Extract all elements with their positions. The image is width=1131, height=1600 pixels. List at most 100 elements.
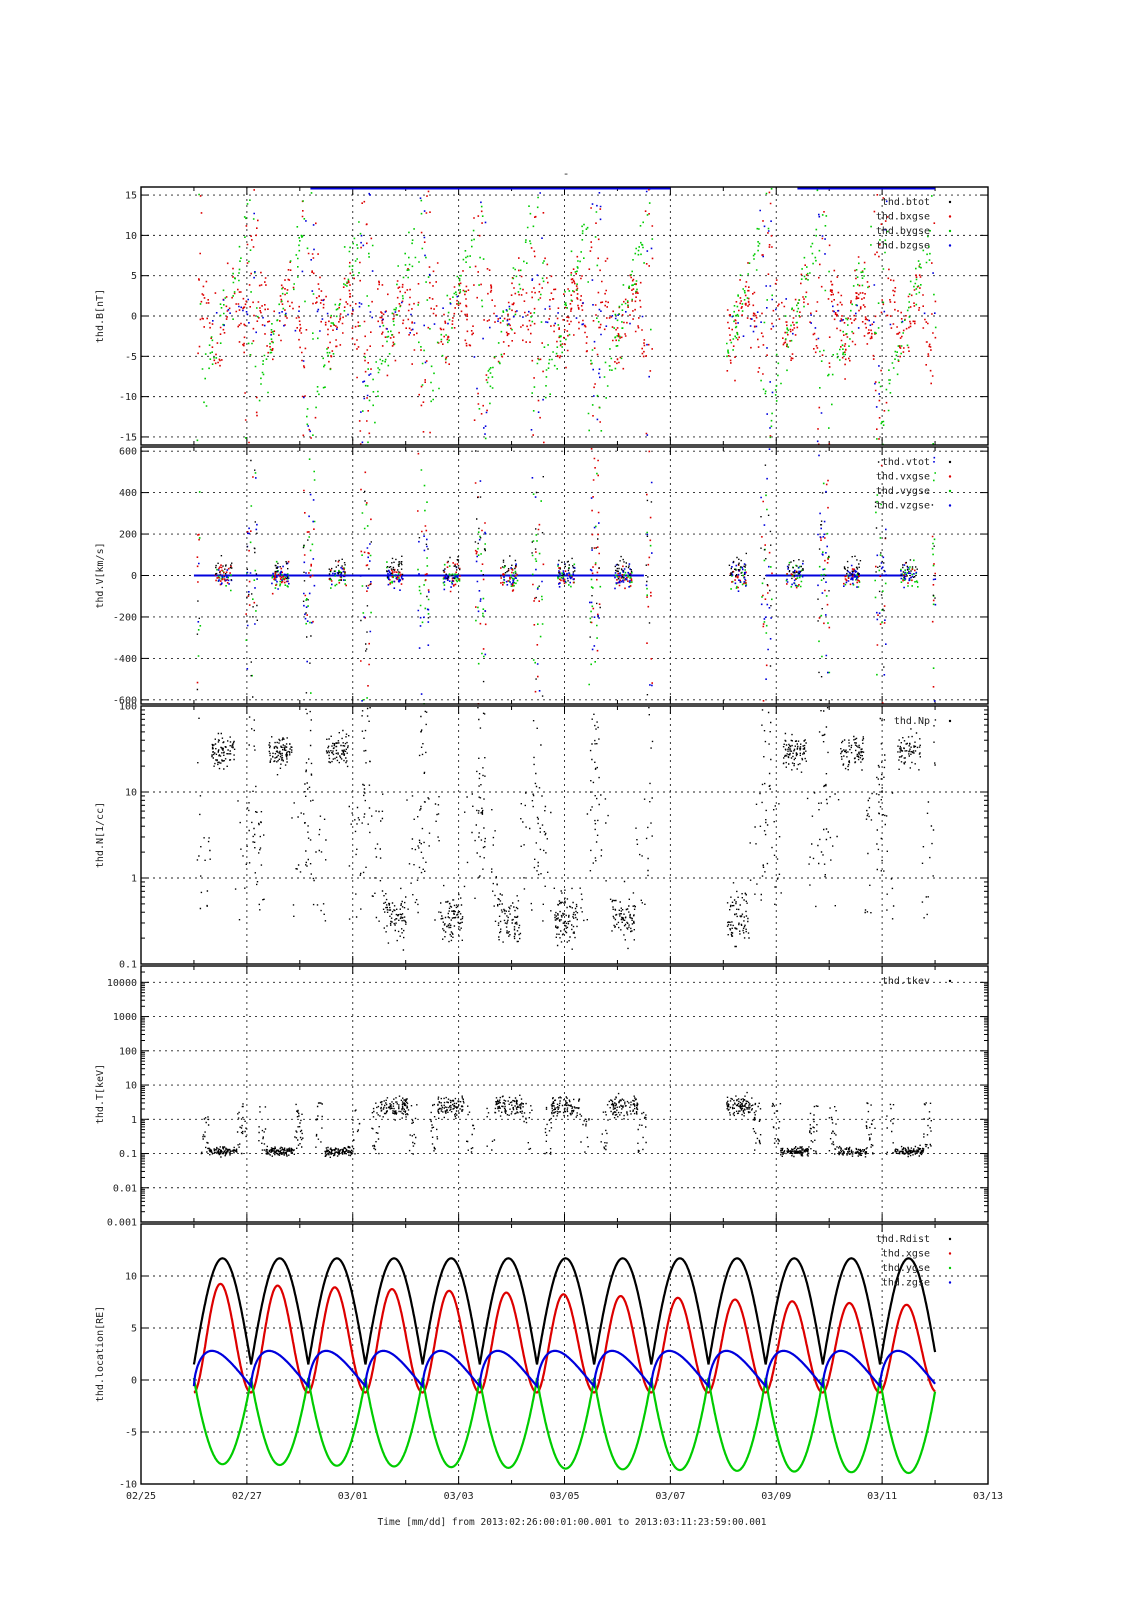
plot-frame [140,446,989,705]
x-tick-label: 02/25 [126,1491,156,1502]
y-tick-label: -400 [113,654,137,665]
figure-title-mark: - [563,167,570,180]
legend-label: thd.zgse [882,1278,930,1289]
legend-marker [948,215,952,218]
y-tick-label: 1 [131,874,137,885]
data-layer [196,707,937,951]
y-axis-label: thd.T[keV] [95,1064,106,1124]
data-layer [200,1091,932,1158]
series-line-xgse [193,1282,936,1394]
x-tick-label: 03/07 [655,1491,685,1502]
y-tick-label: 0.001 [107,1218,137,1229]
series-line-zgse [192,1349,936,1389]
panel-magnetic-field: -15 -10 -5 0 5 10 15 thd.B[nT] thd.btot thd.bxgse… [95,186,989,446]
data-layer [193,448,937,705]
legend-label: thd.xgse [882,1249,930,1260]
y-tick-label: 1000 [113,1012,137,1023]
legend-marker [948,504,952,507]
y-tick-label: 10 [125,1081,137,1092]
panel-density: 0.1 1 10 100 thd.N[1/cc] thd.Np [95,702,989,971]
legend-label: thd.btot [882,197,930,208]
legend-marker [948,244,952,247]
legend-label: thd.tkev [882,976,930,987]
y-tick-label: 0.1 [119,960,137,971]
y-tick-label: 0 [131,1376,137,1387]
x-tick-label: 03/01 [338,1491,368,1502]
legend-label: thd.bygse [876,226,930,237]
x-tick-label: 03/05 [549,1491,579,1502]
y-tick-label: 400 [119,488,137,499]
legend-label: thd.vxgse [876,472,930,483]
series-dots-vzgse [197,448,937,702]
y-tick-label: -15 [119,432,137,443]
plot-frame [140,965,989,1223]
series-dots-bxgse [197,188,937,446]
y-axis-label: thd.B[nT] [95,289,106,343]
y-axis-label: thd.N[1/cc] [95,802,106,868]
y-axis-label: thd.V[km/s] [95,542,106,608]
legend-label: thd.vygse [876,486,930,497]
y-tick-label: -600 [113,695,137,706]
legend-marker [948,979,952,983]
y-tick-label: -10 [119,392,137,403]
y-tick-label: 0.01 [113,1183,137,1194]
legend-label: thd.bxgse [876,212,930,223]
legend-label: thd.ygse [882,1263,930,1274]
plot-frame [140,186,989,446]
legend-label: thd.vtot [882,457,930,468]
legend-marker [948,1252,952,1255]
legend-marker [948,229,952,233]
legend-label: thd.Np [894,716,930,727]
series-dots-np [196,707,937,951]
legend-marker [948,1237,952,1241]
legend-marker [948,460,952,464]
x-axis: 02/25 02/27 03/01 03/03 03/05 03/07 03/09 03/11… [126,1491,1003,1502]
x-tick-label: 03/11 [867,1491,897,1502]
series-line-rdist [192,1257,937,1365]
y-tick-label: 1 [131,1115,137,1126]
x-tick-label: 03/09 [761,1491,791,1502]
panel-temperature: 0.001 0.01 0.1 1 10 100 1000 10000 thd.T[keV] thd… [95,965,989,1229]
plot-frame [140,705,989,965]
plot-frame [140,1223,989,1485]
legend-marker [948,475,952,478]
y-tick-label: -5 [125,352,137,363]
y-tick-label: 10 [125,788,137,799]
y-tick-label: -200 [113,612,137,623]
y-tick-label: 100 [119,702,137,713]
y-tick-label: 600 [119,447,137,458]
legend-marker [948,1281,952,1284]
y-tick-label: 5 [131,271,137,282]
series-line-ygse [192,1377,937,1475]
x-axis-label: Time [mm/dd] from 2013:02:26:00:01:00.00… [378,1517,767,1528]
y-tick-label: 200 [119,530,137,541]
legend-marker [948,1266,952,1270]
legend-marker [948,200,952,204]
legend-marker [948,719,952,723]
y-tick-label: 0.1 [119,1149,137,1160]
y-tick-label: -10 [119,1480,137,1491]
legend-marker [948,489,952,493]
y-axis-label: thd.location[RE] [95,1306,106,1402]
x-tick-label: 03/03 [444,1491,474,1502]
y-tick-label: 100 [119,1046,137,1057]
series-dots-tkev [200,1091,932,1158]
y-tick-label: 10 [125,1272,137,1283]
data-layer [196,187,937,446]
legend-label: thd.bzgse [876,241,930,252]
x-tick-label: 02/27 [232,1491,262,1502]
legend-label: thd.vzgse [876,501,930,512]
y-tick-label: 5 [131,1324,137,1335]
panel-location: -10 -5 0 5 10 thd.location[RE] thd.Rdist thd.xg… [95,1223,989,1491]
panel-velocity: -600 -400 -200 0 200 400 600 thd.V[km/s] thd.vto… [95,446,989,706]
y-tick-label: 10 [125,231,137,242]
y-tick-label: 0 [131,312,137,323]
y-tick-label: -5 [125,1428,137,1439]
y-tick-label: 0 [131,571,137,582]
legend-label: thd.Rdist [876,1234,930,1245]
x-tick-label: 03/13 [973,1491,1003,1502]
data-layer [192,1257,937,1475]
y-tick-label: 15 [125,191,137,202]
y-tick-label: 10000 [107,978,137,989]
